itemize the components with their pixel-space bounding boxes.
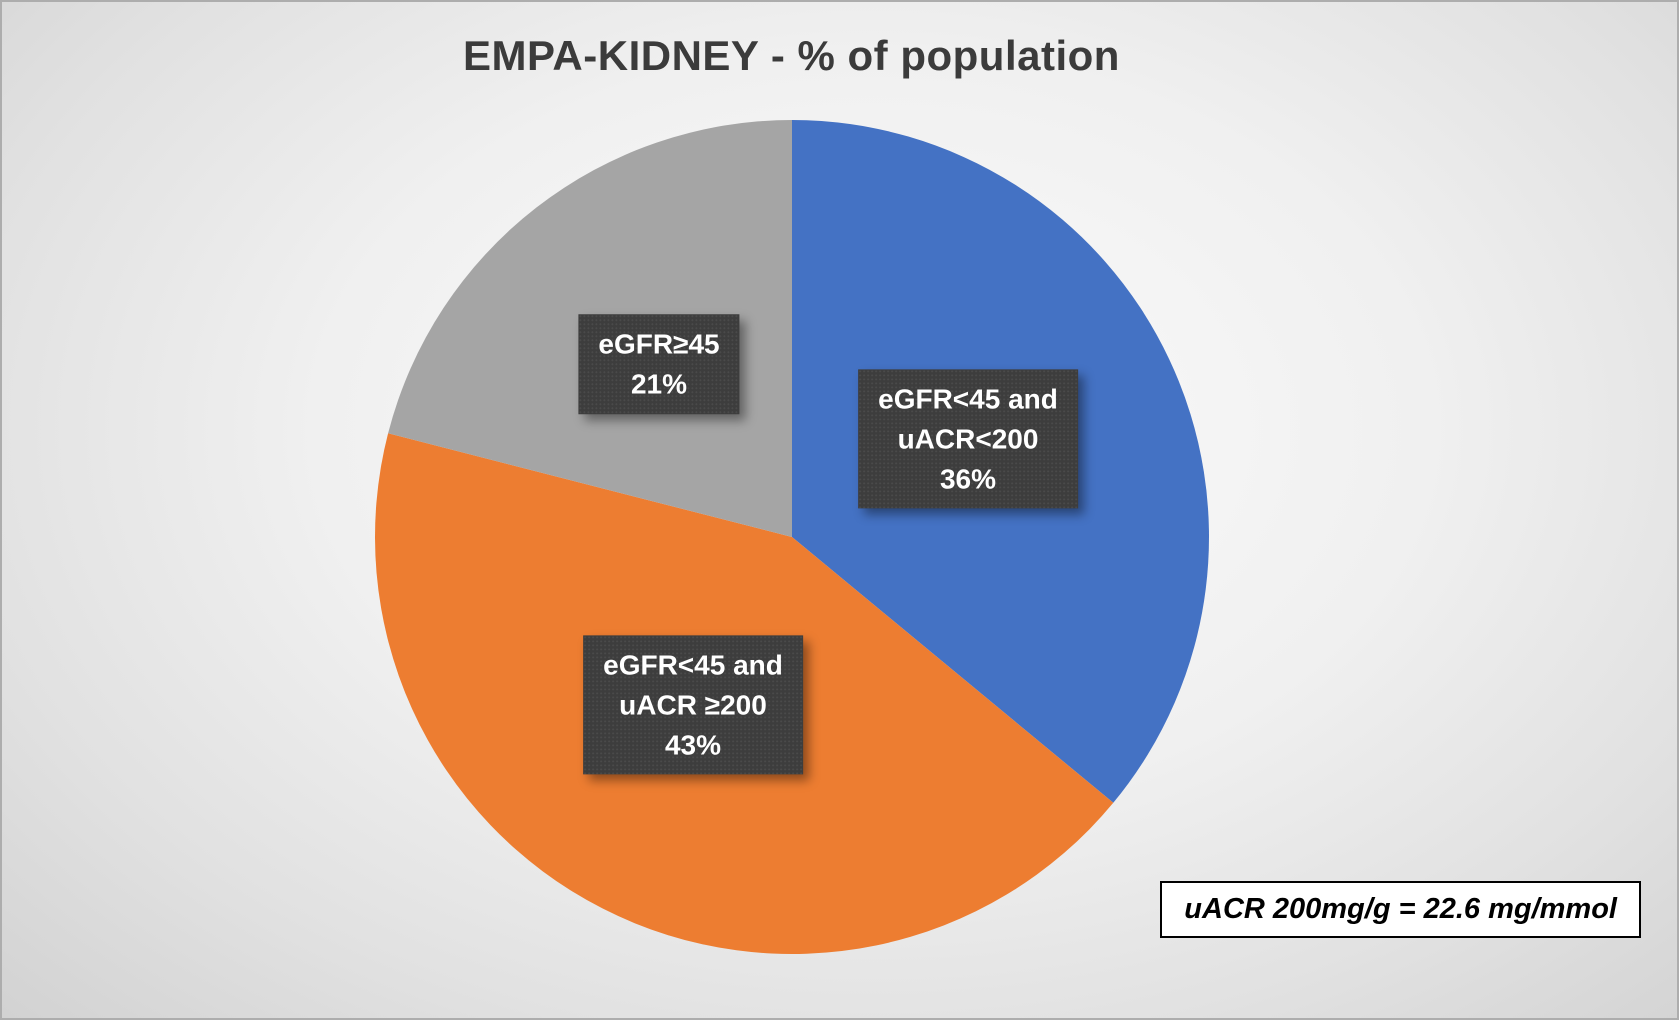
slice-label-line: uACR ≥200 — [619, 689, 767, 721]
slice-label-0: eGFR<45 and uACR<200 36% — [858, 369, 1078, 509]
slice-label-line: 36% — [939, 462, 997, 494]
annotation-box: uACR 200mg/g = 22.6 mg/mmol — [1160, 881, 1641, 938]
slice-label-2: eGFR≥45 21% — [578, 314, 740, 414]
slice-label-1: eGFR<45 and uACR ≥200 43% — [583, 635, 803, 775]
slice-label-line: 43% — [664, 728, 722, 760]
pie-chart — [374, 119, 1210, 955]
pie-svg — [375, 120, 1209, 954]
slice-label-line: 21% — [630, 368, 688, 399]
annotation-text: uACR 200mg/g = 22.6 mg/mmol — [1184, 893, 1617, 925]
chart-title: EMPA-KIDNEY - % of population — [463, 32, 1120, 79]
slice-label-line: uACR<200 — [897, 423, 1039, 455]
slice-label-line: eGFR<45 and — [878, 383, 1058, 415]
slice-label-line: eGFR<45 and — [603, 649, 783, 681]
slice-label-line: eGFR≥45 — [598, 328, 720, 360]
